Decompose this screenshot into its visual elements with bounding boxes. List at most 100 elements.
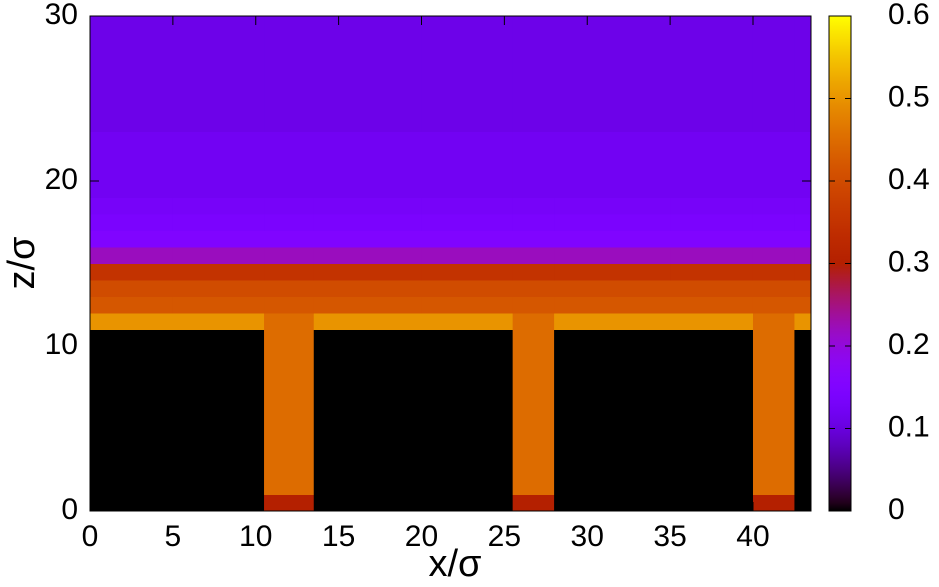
- heatmap-cell: [264, 412, 315, 429]
- heatmap-cell: [794, 478, 812, 495]
- heatmap-cell: [670, 16, 754, 33]
- heatmap-cell: [512, 296, 555, 314]
- heatmap-cell: [421, 494, 514, 512]
- heatmap-cell: [421, 65, 514, 83]
- heatmap-cell: [794, 412, 812, 429]
- heatmap-cell: [90, 445, 174, 462]
- heatmap-cell: [512, 65, 555, 83]
- heatmap-cell: [752, 346, 795, 363]
- heatmap-cell: [90, 164, 174, 182]
- heatmap-cell: [421, 296, 514, 314]
- heatmap-cell: [264, 230, 315, 248]
- heatmap-cell: [512, 379, 555, 396]
- heatmap-cell: [313, 16, 422, 33]
- heatmap-cell: [554, 214, 671, 231]
- heatmap-cell: [172, 428, 265, 446]
- heatmap-cell: [172, 230, 265, 248]
- heatmap-cell: [554, 296, 671, 314]
- heatmap-cell: [90, 412, 174, 429]
- heatmap-cell: [794, 32, 812, 50]
- heatmap-cell: [670, 494, 754, 512]
- heatmap-cell: [670, 313, 754, 330]
- heatmap-cell: [554, 313, 671, 330]
- heatmap-cell: [172, 494, 265, 512]
- heatmap-cell: [794, 98, 812, 116]
- heatmap-cell: [752, 428, 795, 446]
- heatmap-cell: [264, 16, 315, 33]
- heatmap-cell: [264, 214, 315, 231]
- heatmap-cell: [172, 181, 265, 198]
- heatmap-cell: [313, 362, 422, 380]
- heatmap-cell: [670, 395, 754, 413]
- heatmap-cell: [752, 461, 795, 479]
- heatmap-cell: [512, 412, 555, 429]
- heatmap-cell: [313, 32, 422, 50]
- heatmap-cell: [794, 82, 812, 99]
- heatmap-cell: [794, 445, 812, 462]
- heatmap-cell: [512, 16, 555, 33]
- heatmap-cell: [794, 148, 812, 165]
- heatmap-cell: [752, 230, 795, 248]
- heatmap-cell: [172, 214, 265, 231]
- heatmap-cell: [313, 247, 422, 264]
- heatmap-cell: [313, 412, 422, 429]
- heatmap-cell: [313, 164, 422, 182]
- heatmap-cell: [264, 65, 315, 83]
- colorbar-tick-label: 0.6: [888, 0, 930, 31]
- colorbar-tick-label: 0.4: [888, 163, 930, 196]
- heatmap-cell: [90, 131, 174, 149]
- heatmap-cell: [264, 131, 315, 149]
- heatmap-cell: [670, 65, 754, 83]
- heatmap-cell: [794, 329, 812, 347]
- heatmap-cell: [794, 461, 812, 479]
- heatmap-cell: [554, 494, 671, 512]
- heatmap-cell: [554, 329, 671, 347]
- heatmap-cell: [421, 263, 514, 281]
- heatmap-cell: [264, 115, 315, 132]
- heatmap-cell: [554, 379, 671, 396]
- heatmap-cell: [752, 494, 795, 512]
- heatmap-cell: [670, 131, 754, 149]
- heatmap-cell: [421, 329, 514, 347]
- heatmap-cell: [313, 82, 422, 99]
- heatmap-cell: [512, 395, 555, 413]
- heatmap-cell: [172, 461, 265, 479]
- heatmap-cell: [752, 395, 795, 413]
- heatmap-cell: [264, 445, 315, 462]
- heatmap-cell: [554, 164, 671, 182]
- heatmap-cell: [421, 412, 514, 429]
- heatmap-cell: [752, 379, 795, 396]
- heatmap-cell: [554, 65, 671, 83]
- heatmap-cell: [670, 32, 754, 50]
- heatmap-cell: [670, 148, 754, 165]
- heatmap-cell: [90, 247, 174, 264]
- heatmap-cell: [794, 230, 812, 248]
- heatmap-cell: [512, 263, 555, 281]
- heatmap-cell: [264, 164, 315, 182]
- heatmap-cell: [512, 82, 555, 99]
- heatmap-cell: [512, 148, 555, 165]
- heatmap-cell: [752, 362, 795, 380]
- x-axis-label: x/σ: [428, 543, 481, 585]
- heatmap-cell: [90, 115, 174, 132]
- heatmap-cell: [752, 131, 795, 149]
- heatmap-cell: [554, 263, 671, 281]
- heatmap-cell: [313, 379, 422, 396]
- heatmap-cell: [90, 181, 174, 198]
- heatmap-cell: [670, 214, 754, 231]
- heatmap-cell: [264, 247, 315, 264]
- heatmap-cell: [794, 214, 812, 231]
- heatmap-cell: [421, 148, 514, 165]
- heatmap-cell: [752, 329, 795, 347]
- heatmap-cell: [554, 478, 671, 495]
- heatmap-cell: [264, 296, 315, 314]
- heatmap-cell: [90, 494, 174, 512]
- heatmap-cell: [794, 362, 812, 380]
- heatmap-cell: [90, 346, 174, 363]
- x-tick-label: 25: [488, 520, 521, 553]
- heatmap-cell: [794, 181, 812, 198]
- heatmap-cell: [172, 197, 265, 215]
- heatmap-cell: [90, 148, 174, 165]
- heatmap-cell: [421, 214, 514, 231]
